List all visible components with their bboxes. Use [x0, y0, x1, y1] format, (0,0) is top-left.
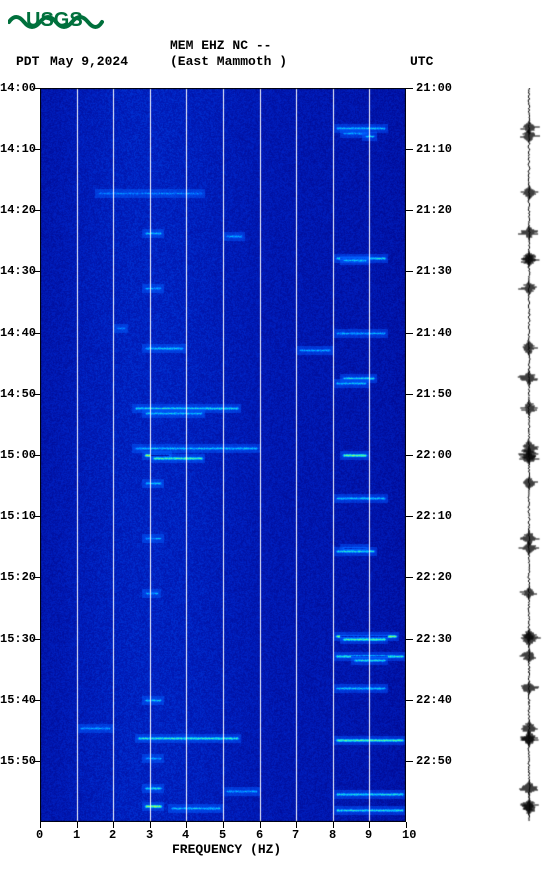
utc-time-label: 22:00 — [416, 448, 452, 462]
station-title-line1: MEM EHZ NC -- — [170, 38, 271, 53]
x-tick-label: 8 — [329, 828, 336, 842]
utc-time-label: 21:20 — [416, 203, 452, 217]
date-label: May 9,2024 — [50, 54, 128, 69]
pdt-time-label: 15:50 — [0, 754, 36, 768]
right-tick — [406, 394, 413, 395]
utc-time-label: 21:40 — [416, 326, 452, 340]
usgs-logo: USGS — [8, 6, 104, 38]
right-tick — [406, 149, 413, 150]
utc-time-label: 22:50 — [416, 754, 452, 768]
right-tick — [406, 516, 413, 517]
x-tick-label: 9 — [365, 828, 372, 842]
right-tick — [406, 761, 413, 762]
right-tick — [406, 639, 413, 640]
right-tick — [406, 210, 413, 211]
timezone-left-label: PDT — [16, 54, 39, 69]
x-tick-label: 0 — [36, 828, 43, 842]
utc-time-label: 21:00 — [416, 81, 452, 95]
svg-text:USGS: USGS — [26, 9, 83, 31]
x-axis-title: FREQUENCY (HZ) — [172, 842, 281, 857]
x-tick-label: 6 — [256, 828, 263, 842]
pdt-time-label: 14:00 — [0, 81, 36, 95]
right-tick — [406, 333, 413, 334]
pdt-time-label: 15:30 — [0, 632, 36, 646]
right-tick — [406, 271, 413, 272]
pdt-time-label: 14:10 — [0, 142, 36, 156]
station-title-line2: (East Mammoth ) — [170, 54, 287, 69]
x-tick-label: 5 — [219, 828, 226, 842]
right-tick — [406, 455, 413, 456]
right-tick — [406, 577, 413, 578]
utc-time-label: 21:30 — [416, 264, 452, 278]
x-tick-label: 3 — [146, 828, 153, 842]
pdt-time-label: 15:10 — [0, 509, 36, 523]
pdt-time-label: 15:00 — [0, 448, 36, 462]
utc-time-label: 22:20 — [416, 570, 452, 584]
pdt-time-label: 15:40 — [0, 693, 36, 707]
pdt-time-label: 14:30 — [0, 264, 36, 278]
timezone-right-label: UTC — [410, 54, 433, 69]
right-tick — [406, 88, 413, 89]
spectrogram-canvas — [40, 88, 406, 822]
utc-time-label: 21:10 — [416, 142, 452, 156]
pdt-time-label: 14:50 — [0, 387, 36, 401]
waveform-canvas — [515, 88, 543, 822]
pdt-time-label: 14:20 — [0, 203, 36, 217]
utc-time-label: 21:50 — [416, 387, 452, 401]
utc-time-label: 22:30 — [416, 632, 452, 646]
utc-time-label: 22:40 — [416, 693, 452, 707]
x-tick-label: 7 — [292, 828, 299, 842]
x-tick-label: 4 — [182, 828, 189, 842]
x-tick-label: 1 — [73, 828, 80, 842]
x-tick-label: 10 — [402, 828, 416, 842]
x-tick-label: 2 — [109, 828, 116, 842]
pdt-time-label: 14:40 — [0, 326, 36, 340]
utc-time-label: 22:10 — [416, 509, 452, 523]
right-tick — [406, 700, 413, 701]
pdt-time-label: 15:20 — [0, 570, 36, 584]
